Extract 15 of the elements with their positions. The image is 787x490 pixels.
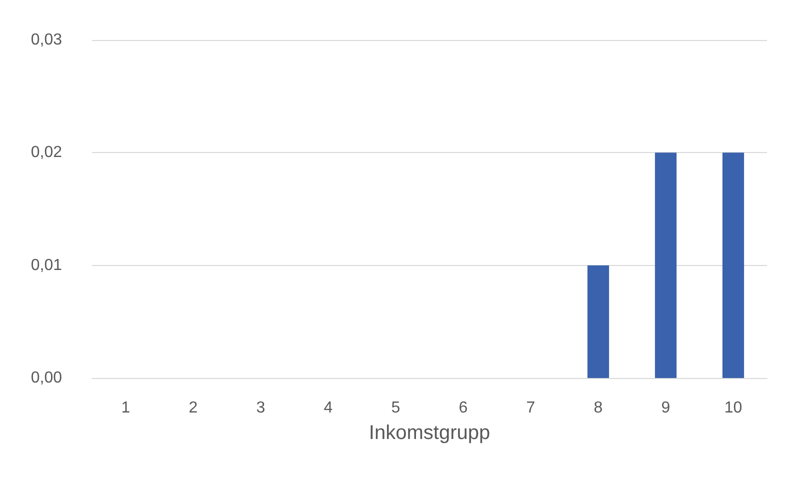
x-tick-label: 10 [724,400,742,416]
x-tick-label: 6 [458,400,468,416]
x-tick-label: 1 [121,400,130,416]
x-axis-title: Inkomstgrupp [368,422,490,444]
x-tick-label: 4 [324,400,333,416]
y-tick-label: 0,00 [30,370,62,386]
y-tick-label: 0,03 [30,32,62,48]
x-tick-label: 9 [661,400,670,416]
x-tick-label: 5 [391,400,400,416]
x-tick-label: 3 [256,400,266,416]
x-tick-label: 7 [526,400,536,416]
x-tick-label: 2 [188,400,198,416]
y-tick-label: 0,01 [30,256,62,274]
y-tick-label: 0,02 [30,144,62,162]
x-tick-label: 8 [594,400,603,416]
